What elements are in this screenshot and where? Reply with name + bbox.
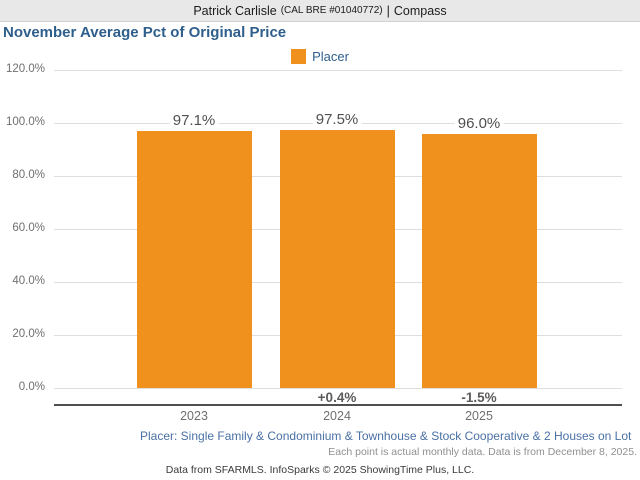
gridline-0.0% bbox=[54, 388, 622, 389]
bar-change-label: -1.5% bbox=[461, 390, 497, 405]
bar-2024[interactable] bbox=[279, 129, 395, 388]
footnote-filter: Placer: Single Family & Condominium & To… bbox=[140, 429, 632, 443]
chart-legend: Placer bbox=[0, 48, 640, 64]
footnote-data-note: Each point is actual monthly data. Data … bbox=[328, 446, 637, 458]
agent-name: Patrick Carlisle bbox=[193, 3, 277, 18]
y-axis-label: 120.0% bbox=[5, 63, 45, 75]
x-axis-line bbox=[54, 404, 622, 406]
header-separator: | bbox=[386, 3, 390, 18]
x-axis-label: 2024 bbox=[323, 409, 351, 423]
y-axis-label: 40.0% bbox=[12, 275, 45, 287]
bar-2025[interactable] bbox=[421, 133, 537, 388]
bar-value-label: 97.5% bbox=[312, 110, 362, 128]
chart-title: November Average Pct of Original Price bbox=[3, 24, 287, 41]
bar-2023[interactable] bbox=[136, 130, 252, 388]
x-axis-label: 2025 bbox=[465, 409, 493, 423]
agent-license: (CAL BRE #01040772) bbox=[280, 5, 383, 16]
y-axis-label: 60.0% bbox=[12, 222, 45, 234]
y-axis-label: 20.0% bbox=[12, 328, 45, 340]
bar-change-label: +0.4% bbox=[317, 390, 357, 405]
bar-value-label: 97.1% bbox=[169, 111, 219, 129]
bar-value-label: 96.0% bbox=[454, 114, 504, 132]
legend-label: Placer bbox=[312, 48, 349, 64]
y-axis-label: 80.0% bbox=[12, 169, 45, 181]
x-axis-label: 2023 bbox=[180, 409, 208, 423]
brand-name: Compass bbox=[393, 3, 447, 18]
y-axis-label: 0.0% bbox=[18, 381, 45, 393]
legend-swatch-icon bbox=[291, 48, 307, 64]
footnote-attribution: Data from SFARMLS. InfoSparks © 2025 Sho… bbox=[165, 464, 475, 476]
header-bar: Patrick Carlisle (CAL BRE #01040772) | C… bbox=[0, 0, 640, 22]
y-axis-label: 100.0% bbox=[5, 116, 45, 128]
gridline-120.0% bbox=[54, 70, 622, 71]
